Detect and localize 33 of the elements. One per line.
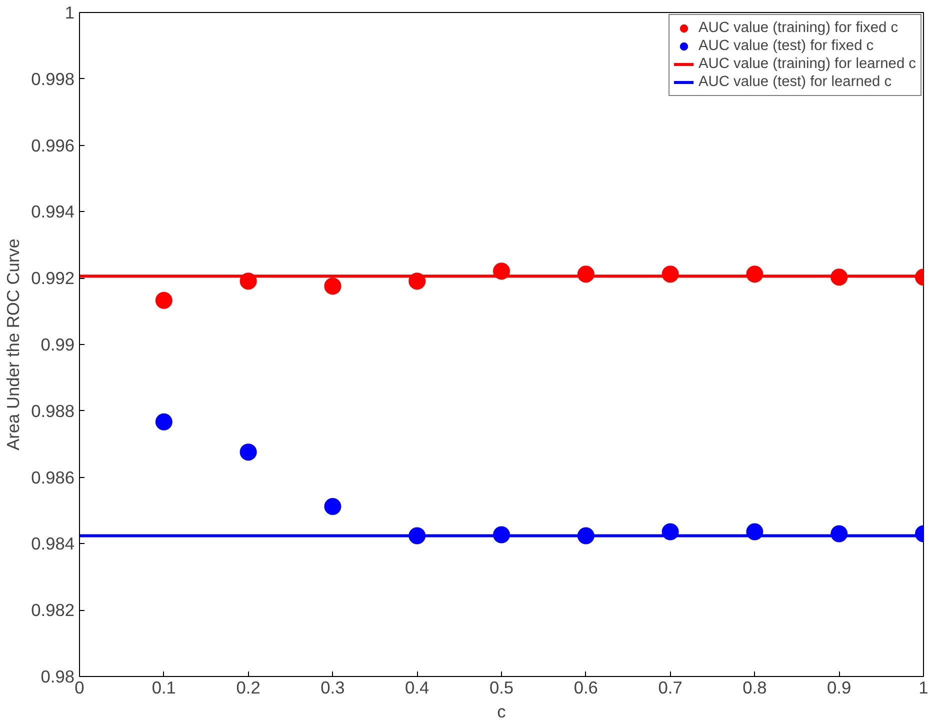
y-axis-title: Area Under the ROC Curve xyxy=(3,238,24,450)
x-tick-label: 0.9 xyxy=(827,678,852,698)
x-axis-title: c xyxy=(497,702,506,722)
y-tick-label: 0.994 xyxy=(31,202,75,222)
y-tick-label: 0.98 xyxy=(40,666,75,686)
point xyxy=(324,278,342,295)
point xyxy=(240,444,257,461)
y-tick-label: 0.982 xyxy=(31,600,75,620)
legend-label: AUC value (training) for fixed c xyxy=(698,19,898,37)
x-tick-label: 0.2 xyxy=(236,678,260,698)
point xyxy=(324,498,342,515)
x-tick-label: 0 xyxy=(74,678,84,698)
x-tick-label: 0.7 xyxy=(658,678,682,698)
y-tick-label: 0.992 xyxy=(31,268,75,288)
point xyxy=(155,292,172,309)
x-tick-label: 0.6 xyxy=(574,678,598,698)
y-tick-label: 0.99 xyxy=(40,334,75,354)
point xyxy=(155,413,172,430)
x-tick-label: 1 xyxy=(918,678,928,698)
x-tick-label: 0.1 xyxy=(152,678,176,698)
y-tick-label: 1 xyxy=(64,2,75,22)
x-tick-label: 0.4 xyxy=(405,678,430,698)
x-tick-label: 0.3 xyxy=(320,678,345,698)
y-tick-label: 0.984 xyxy=(31,534,75,554)
legend-label: AUC value (test) for fixed c xyxy=(698,37,874,55)
x-tick-label: 0.8 xyxy=(742,678,767,698)
x-tick-label: 0.5 xyxy=(489,678,514,698)
y-tick-label: 0.986 xyxy=(31,467,75,488)
legend-label: AUC value (training) for learned c xyxy=(698,55,916,73)
y-tick-label: 0.996 xyxy=(31,135,75,156)
legend-label: AUC value (test) for learned c xyxy=(698,73,892,91)
y-tick-label: 0.998 xyxy=(31,68,75,89)
y-tick-label: 0.988 xyxy=(31,400,75,421)
